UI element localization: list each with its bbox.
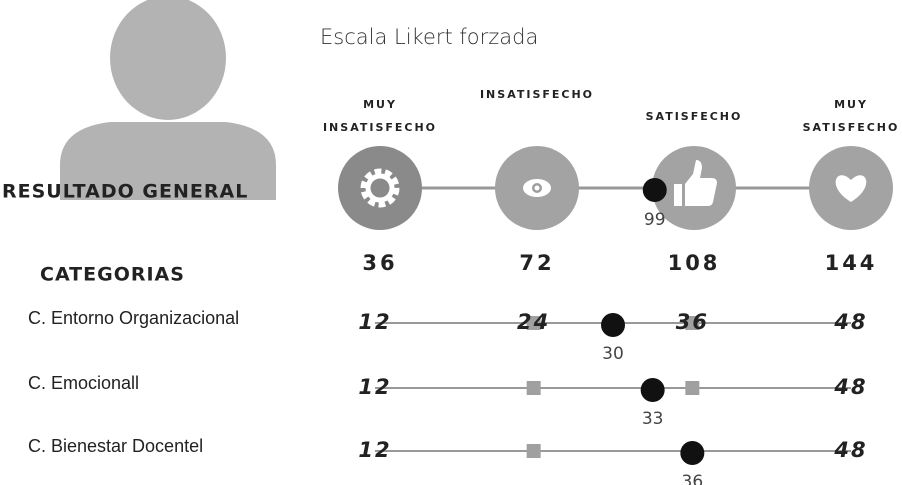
category-value: 36 xyxy=(682,472,704,485)
scale-circle xyxy=(338,146,422,230)
scale-point xyxy=(809,146,893,230)
category-marker xyxy=(601,313,625,337)
category-tick: 48 xyxy=(833,310,867,334)
category-step xyxy=(526,316,541,330)
category-label: C. Entorno Organizacional xyxy=(28,308,239,328)
category-step xyxy=(526,444,541,458)
category-step xyxy=(685,381,700,395)
heart-icon xyxy=(835,175,867,202)
scale-number: 108 xyxy=(668,251,721,275)
scale-label: INSATISFECHO xyxy=(323,121,437,134)
gear-icon xyxy=(360,168,400,208)
general-marker xyxy=(642,178,667,202)
category-tick: 48 xyxy=(833,438,867,462)
scale-point xyxy=(338,146,422,230)
scale-point xyxy=(652,146,736,230)
scale-label: MUY xyxy=(834,98,868,111)
category-step xyxy=(526,381,541,395)
category-step xyxy=(685,316,700,330)
category-marker xyxy=(640,378,665,402)
scale-number: 72 xyxy=(519,251,554,275)
category-tick: 36 xyxy=(676,310,709,334)
general-value: 99 xyxy=(644,210,666,230)
scale-number: 144 xyxy=(825,251,878,275)
category-label: C. Bienestar Docentel xyxy=(28,436,203,456)
category-tick: 24 xyxy=(517,310,550,334)
title: Escala Likert forzada xyxy=(320,25,538,49)
category-tick: 12 xyxy=(358,438,391,462)
categories-title: CATEGORIAS xyxy=(40,264,185,286)
thumb-icon xyxy=(674,160,717,206)
category-tick: 12 xyxy=(358,375,391,399)
category-value: 30 xyxy=(602,344,624,364)
category-tick: 48 xyxy=(833,375,867,399)
gear-icon xyxy=(365,173,395,203)
category-value: 33 xyxy=(642,409,664,429)
general-label: RESULTADO GENERAL xyxy=(2,181,248,203)
category-label: C. Emocionall xyxy=(28,373,139,393)
scale-label: SATISFECHO xyxy=(803,121,900,134)
scale-label: INSATISFECHO xyxy=(480,88,594,101)
scale-point xyxy=(495,146,579,230)
eye-icon xyxy=(534,185,540,191)
scale-label: MUY xyxy=(363,98,397,111)
category-marker xyxy=(680,441,705,465)
scale-label: SATISFECHO xyxy=(646,110,743,123)
category-tick: 12 xyxy=(358,310,391,334)
avatar xyxy=(60,0,276,200)
scale-number: 36 xyxy=(362,251,397,275)
